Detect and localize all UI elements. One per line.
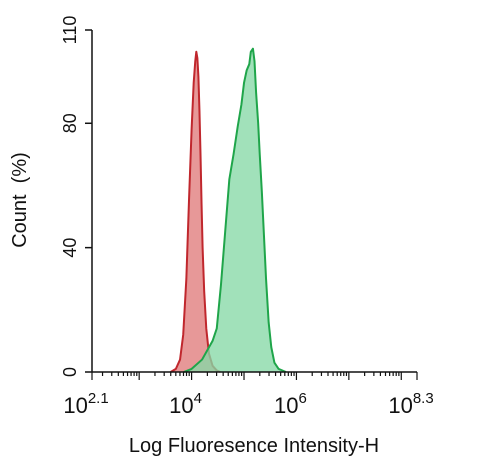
x-tick-label: 106 bbox=[274, 390, 307, 418]
x-ticks-layer bbox=[91, 372, 418, 380]
y-ticks-layer: 0 40 80 110 bbox=[60, 16, 92, 377]
y-axis-label: Count (%) bbox=[9, 152, 31, 248]
y-tick-label: 80 bbox=[60, 113, 80, 133]
x-labels-layer: 102.1 104 106 108.3 bbox=[63, 390, 433, 418]
x-tick-label: 108.3 bbox=[388, 390, 433, 418]
axes-layer bbox=[91, 30, 417, 373]
series-1-area bbox=[170, 51, 221, 372]
series-1-line bbox=[170, 50, 221, 373]
series-2-area bbox=[183, 48, 286, 373]
series-2-line bbox=[183, 47, 287, 373]
y-tick-label: 110 bbox=[60, 16, 80, 45]
y-tick-label: 40 bbox=[60, 238, 80, 258]
series-layer bbox=[170, 47, 287, 373]
x-tick-label: 102.1 bbox=[63, 390, 108, 418]
x-axis-label: Log Fluoresence Intensity-H bbox=[129, 435, 379, 457]
x-tick-label: 104 bbox=[169, 390, 202, 418]
y-tick-label: 0 bbox=[60, 367, 80, 377]
